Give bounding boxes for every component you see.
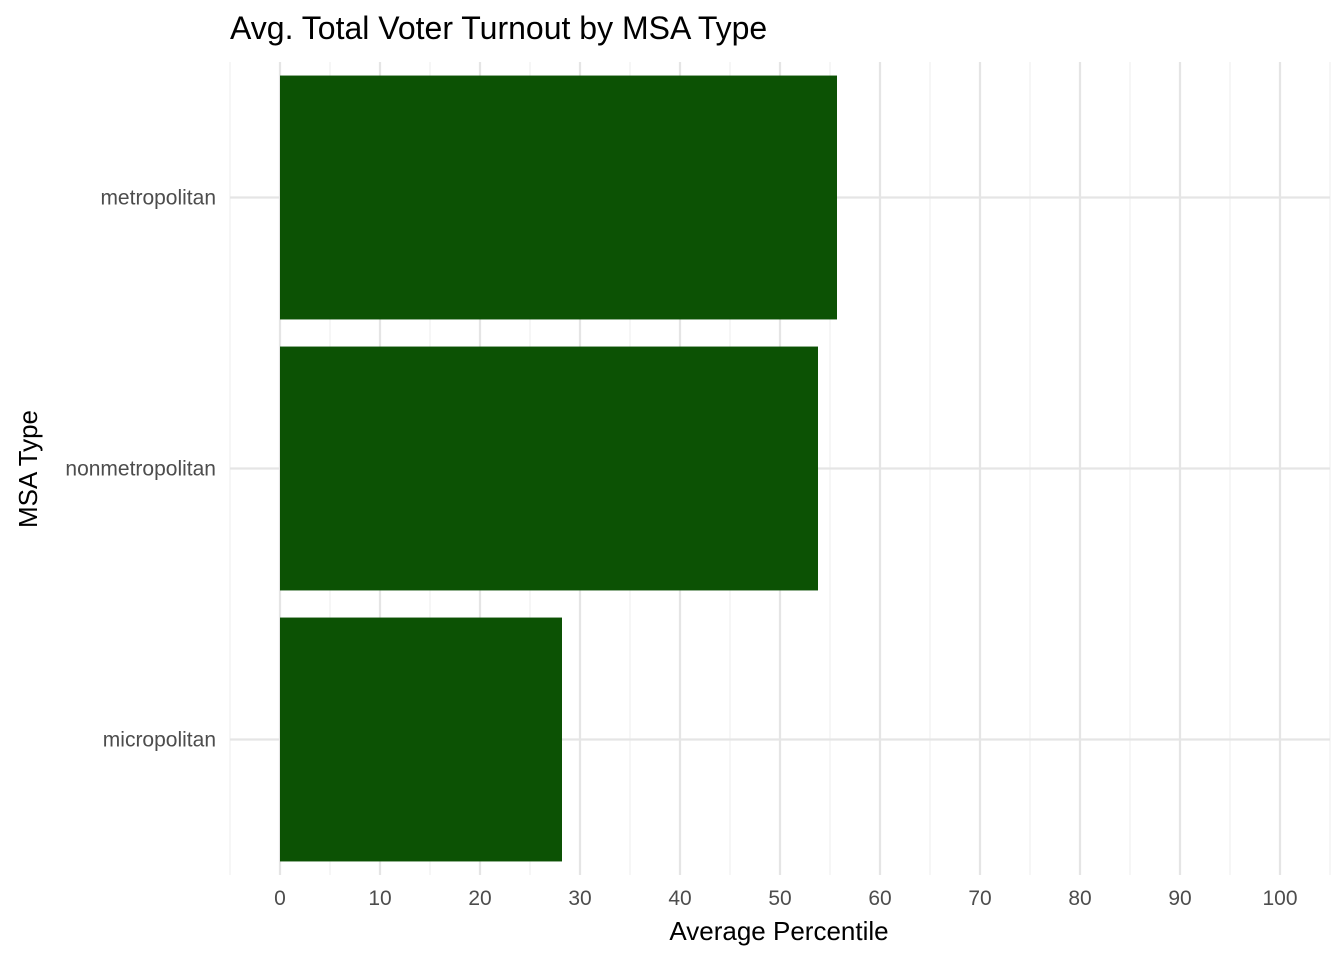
- bars: [280, 75, 837, 862]
- x-tick-label: 50: [768, 887, 791, 910]
- x-tick-label: 10: [368, 887, 391, 910]
- x-tick-label: 80: [1068, 887, 1091, 910]
- bar-micropolitan: [280, 617, 562, 862]
- x-tick-label: 70: [968, 887, 991, 910]
- x-axis-ticks: 0 10 20 30 40 50 60 70 80 90 100: [274, 887, 1297, 910]
- bar-metropolitan: [280, 75, 837, 320]
- y-axis-title: MSA Type: [13, 410, 43, 528]
- x-tick-label: 60: [868, 887, 891, 910]
- y-axis-ticks: metropolitan nonmetropolitan micropolitan: [65, 187, 216, 752]
- x-tick-label: 30: [568, 887, 591, 910]
- x-tick-label: 0: [274, 887, 286, 910]
- x-tick-label: 20: [468, 887, 491, 910]
- bar-nonmetropolitan: [280, 346, 818, 591]
- x-axis-title: Average Percentile: [669, 916, 888, 946]
- y-tick-label: nonmetropolitan: [65, 458, 216, 481]
- x-tick-label: 100: [1262, 887, 1297, 910]
- y-tick-label: metropolitan: [100, 187, 216, 210]
- chart-title: Avg. Total Voter Turnout by MSA Type: [230, 10, 767, 46]
- x-tick-label: 90: [1168, 887, 1191, 910]
- x-tick-label: 40: [668, 887, 691, 910]
- y-tick-label: micropolitan: [103, 729, 216, 752]
